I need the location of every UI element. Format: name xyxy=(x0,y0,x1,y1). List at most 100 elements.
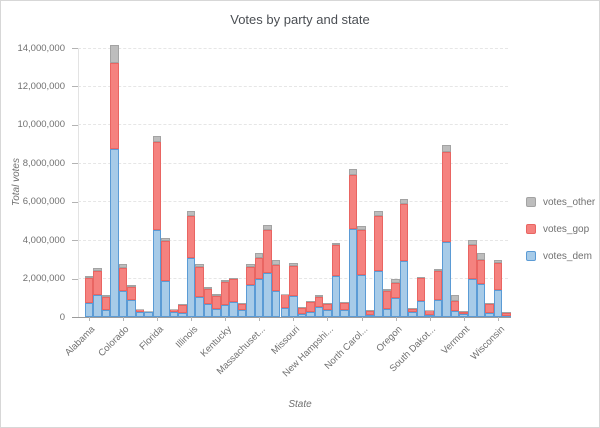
bar-segment-votes_gop[interactable] xyxy=(186,216,196,258)
legend-item-votes-gop[interactable]: votes_gop xyxy=(526,223,595,235)
bar-segment-votes_dem[interactable] xyxy=(229,302,238,317)
bar-segment-votes_gop[interactable] xyxy=(416,278,426,301)
bar-segment-votes_dem[interactable] xyxy=(485,313,494,317)
bar-segment-votes_other[interactable] xyxy=(271,260,281,266)
bar-segment-votes_gop[interactable] xyxy=(101,296,111,310)
bar-segment-votes_other[interactable] xyxy=(374,211,383,217)
bar-segment-votes_gop[interactable] xyxy=(178,305,187,314)
legend-item-votes-dem[interactable]: votes_dem xyxy=(526,250,595,262)
bar-segment-votes_gop[interactable] xyxy=(169,309,179,312)
legend-item-votes-other[interactable]: votes_other xyxy=(526,196,595,208)
bar-segment-votes_other[interactable] xyxy=(178,303,187,306)
bar-segment-votes_other[interactable] xyxy=(127,285,136,287)
bar-segment-votes_other[interactable] xyxy=(93,267,102,271)
bar-segment-votes_other[interactable] xyxy=(237,302,247,304)
bar-segment-votes_other[interactable] xyxy=(289,263,298,266)
bar-segment-votes_gop[interactable] xyxy=(365,311,375,316)
bar-segment-votes_other[interactable] xyxy=(467,240,477,245)
bar-segment-votes_dem[interactable] xyxy=(493,290,503,317)
bar-segment-votes_dem[interactable] xyxy=(348,229,358,317)
bar-segment-votes_gop[interactable] xyxy=(314,296,324,307)
bar-segment-votes_other[interactable] xyxy=(340,301,349,304)
bar-segment-votes_gop[interactable] xyxy=(340,303,349,310)
bar-segment-votes_gop[interactable] xyxy=(93,270,102,295)
bar-segment-votes_other[interactable] xyxy=(476,253,486,261)
bar-segment-votes_dem[interactable] xyxy=(340,309,349,317)
bar-segment-votes_dem[interactable] xyxy=(289,296,298,317)
bar-segment-votes_other[interactable] xyxy=(399,198,409,204)
bar-segment-votes_other[interactable] xyxy=(118,263,128,269)
bar-segment-votes_gop[interactable] xyxy=(263,229,272,274)
bar-segment-votes_gop[interactable] xyxy=(152,141,162,231)
bar-segment-votes_dem[interactable] xyxy=(399,260,409,317)
bar-segment-votes_gop[interactable] xyxy=(459,311,468,314)
bar-segment-votes_dem[interactable] xyxy=(127,299,136,317)
bar-segment-votes_gop[interactable] xyxy=(399,203,409,261)
bar-segment-votes_gop[interactable] xyxy=(442,152,451,243)
bar-segment-votes_gop[interactable] xyxy=(110,62,119,149)
bar-segment-votes_dem[interactable] xyxy=(459,313,468,317)
bar-segment-votes_gop[interactable] xyxy=(118,268,128,292)
bar-segment-votes_other[interactable] xyxy=(101,295,111,297)
bar-segment-votes_other[interactable] xyxy=(186,210,196,217)
bar-segment-votes_other[interactable] xyxy=(169,308,179,310)
bar-segment-votes_dem[interactable] xyxy=(416,300,426,317)
bar-segment-votes_dem[interactable] xyxy=(135,312,145,317)
bar-segment-votes_dem[interactable] xyxy=(93,294,102,317)
bar-segment-votes_other[interactable] xyxy=(323,302,332,304)
bar-segment-votes_gop[interactable] xyxy=(289,265,298,297)
bar-segment-votes_other[interactable] xyxy=(391,278,400,283)
bar-segment-votes_gop[interactable] xyxy=(382,290,392,309)
bar-segment-votes_other[interactable] xyxy=(152,136,162,142)
bar-segment-votes_other[interactable] xyxy=(416,276,426,279)
bar-segment-votes_gop[interactable] xyxy=(323,303,332,311)
bar-segment-votes_gop[interactable] xyxy=(502,312,511,316)
bar-segment-votes_gop[interactable] xyxy=(485,303,494,314)
bar-segment-votes_other[interactable] xyxy=(195,264,204,268)
bar-segment-votes_gop[interactable] xyxy=(254,257,264,279)
bar-segment-votes_gop[interactable] xyxy=(246,266,255,285)
bar-segment-votes_gop[interactable] xyxy=(84,277,94,303)
bar-segment-votes_other[interactable] xyxy=(382,289,392,291)
bar-segment-votes_gop[interactable] xyxy=(408,308,417,313)
bar-segment-votes_dem[interactable] xyxy=(297,313,307,317)
bar-segment-votes_other[interactable] xyxy=(84,276,94,278)
bar-segment-votes_gop[interactable] xyxy=(493,263,503,291)
bar-segment-votes_dem[interactable] xyxy=(220,304,230,317)
bar-segment-votes_other[interactable] xyxy=(297,307,307,309)
bar-segment-votes_dem[interactable] xyxy=(110,148,119,317)
bar-segment-votes_gop[interactable] xyxy=(306,302,315,312)
bar-segment-votes_other[interactable] xyxy=(306,300,315,302)
bar-segment-votes_other[interactable] xyxy=(161,237,170,241)
bar-segment-votes_dem[interactable] xyxy=(169,311,179,317)
bar-segment-votes_gop[interactable] xyxy=(203,289,213,305)
bar-segment-votes_gop[interactable] xyxy=(161,240,170,281)
bar-segment-votes_gop[interactable] xyxy=(374,216,383,271)
bar-segment-votes_other[interactable] xyxy=(314,295,324,297)
bar-segment-votes_gop[interactable] xyxy=(271,265,281,291)
bar-segment-votes_gop[interactable] xyxy=(212,295,221,309)
bar-segment-votes_dem[interactable] xyxy=(382,308,392,317)
bar-segment-votes_dem[interactable] xyxy=(271,290,281,317)
bar-segment-votes_dem[interactable] xyxy=(101,309,111,317)
bar-segment-votes_dem[interactable] xyxy=(476,283,486,317)
bar-segment-votes_gop[interactable] xyxy=(476,260,486,284)
bar-segment-votes_gop[interactable] xyxy=(348,175,358,230)
bar-segment-votes_other[interactable] xyxy=(433,268,443,271)
bar-segment-votes_other[interactable] xyxy=(220,280,230,282)
bar-segment-votes_gop[interactable] xyxy=(450,301,460,312)
bar-segment-votes_dem[interactable] xyxy=(263,273,272,317)
bar-segment-votes_dem[interactable] xyxy=(502,315,511,317)
bar-segment-votes_other[interactable] xyxy=(442,144,451,153)
bar-segment-votes_dem[interactable] xyxy=(374,271,383,317)
bar-segment-votes_gop[interactable] xyxy=(425,310,434,315)
bar-segment-votes_dem[interactable] xyxy=(467,278,477,317)
bar-segment-votes_dem[interactable] xyxy=(450,311,460,317)
bar-segment-votes_dem[interactable] xyxy=(365,315,375,317)
bar-segment-votes_dem[interactable] xyxy=(246,284,255,317)
bar-segment-votes_gop[interactable] xyxy=(220,281,230,305)
bar-segment-votes_other[interactable] xyxy=(246,263,255,267)
bar-segment-votes_dem[interactable] xyxy=(195,297,204,317)
bar-segment-votes_other[interactable] xyxy=(229,278,238,280)
bar-segment-votes_gop[interactable] xyxy=(195,267,204,298)
